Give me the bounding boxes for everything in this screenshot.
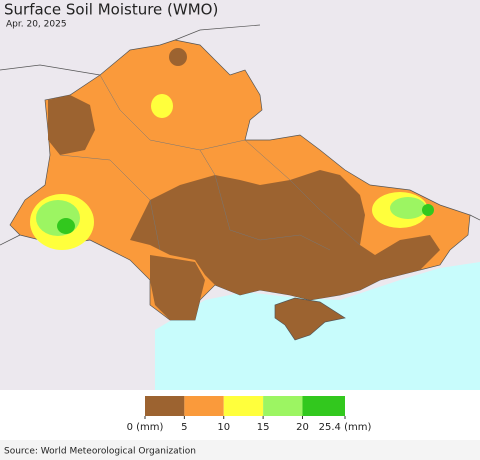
region-dry-center	[130, 170, 440, 300]
map-title: Surface Soil Moisture (WMO)	[4, 1, 218, 19]
source-note: Source: World Meteorological Organizatio…	[4, 447, 196, 457]
spot-wettest-west	[57, 218, 75, 234]
spot-wetter-east	[390, 197, 426, 219]
legend-swatch	[263, 396, 303, 416]
footer-bar	[0, 440, 480, 460]
spot-wettest-east	[422, 204, 434, 216]
legend-swatch	[223, 396, 264, 416]
region-border	[59, 154, 161, 251]
legend-tick-label: 15	[257, 422, 270, 433]
neighbor-border	[469, 214, 480, 221]
crimea	[274, 297, 346, 341]
region-borders	[99, 74, 246, 151]
region-border	[199, 149, 331, 251]
neighbor-border	[0, 64, 101, 76]
neighbor-border	[0, 234, 21, 246]
legend-tick-label: 0 (mm)	[127, 422, 164, 433]
map-date: Apr. 20, 2025	[6, 20, 67, 30]
spot-wet-north	[151, 94, 173, 118]
region-dry-south	[150, 255, 205, 320]
legend-tick-label: 25.4 (mm)	[319, 422, 372, 433]
spot-dry-north	[169, 48, 187, 66]
legend-swatch	[184, 396, 224, 416]
legend-tick-label: 5	[181, 422, 187, 433]
region-dry-northwest	[48, 95, 95, 155]
spot-wetter-west	[36, 200, 80, 236]
legend-tick-label: 20	[296, 422, 309, 433]
region-border	[244, 139, 361, 246]
legend-swatch	[145, 396, 185, 416]
legend: 0 (mm) 5 10 15 20 25.4 (mm)	[127, 396, 372, 433]
legend-tick-label: 10	[217, 422, 230, 433]
legend-swatch	[302, 396, 345, 416]
neighbor-border	[174, 24, 261, 41]
